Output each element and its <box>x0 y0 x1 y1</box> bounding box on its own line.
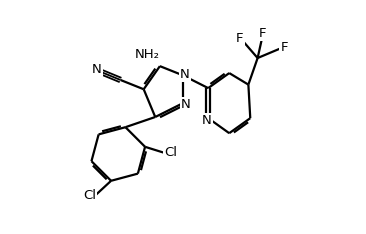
Text: NH₂: NH₂ <box>135 48 160 61</box>
Text: Cl: Cl <box>83 189 96 202</box>
Text: F: F <box>259 27 266 40</box>
Text: F: F <box>236 32 243 45</box>
Text: N: N <box>181 99 191 111</box>
Text: F: F <box>280 41 288 54</box>
Text: N: N <box>180 68 190 81</box>
Text: N: N <box>92 63 102 76</box>
Text: N: N <box>202 114 212 128</box>
Text: Cl: Cl <box>164 146 177 159</box>
